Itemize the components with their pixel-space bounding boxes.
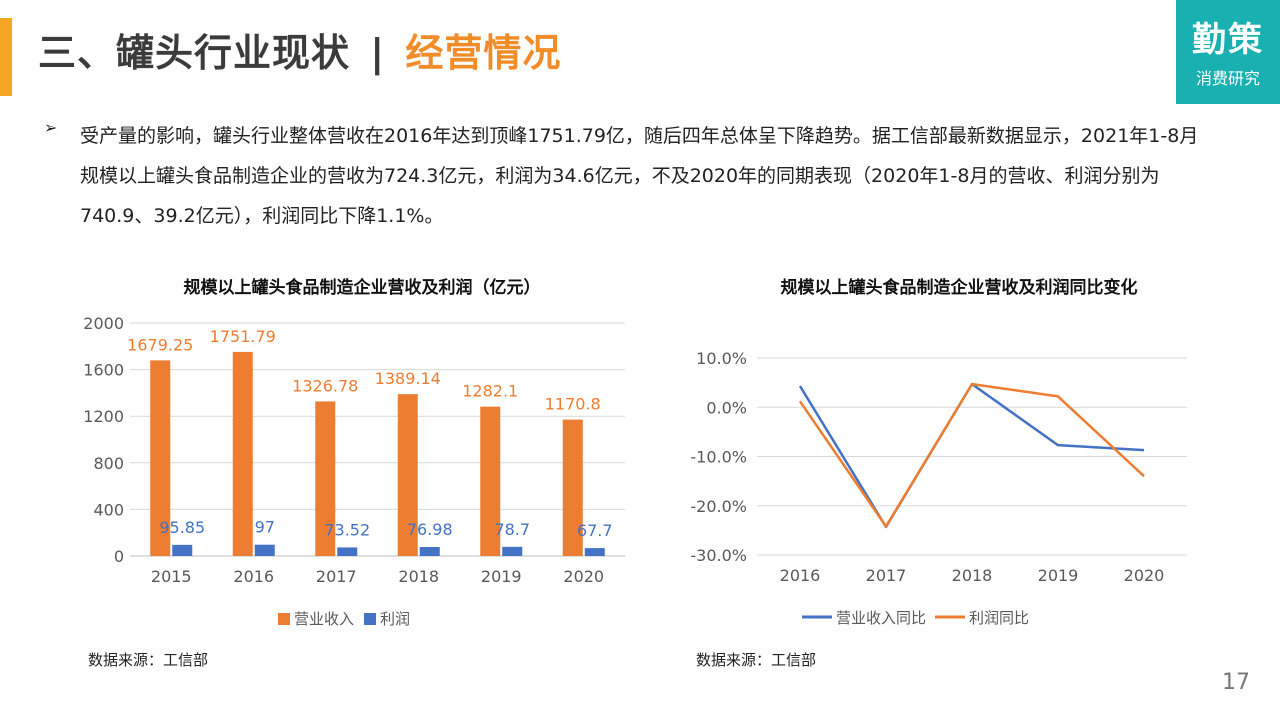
legend-swatch-revenue — [278, 613, 290, 625]
title-accent-bar — [0, 18, 12, 96]
bar-profit — [172, 544, 193, 556]
bar-profit — [584, 548, 605, 556]
line-chart-y-tick-label: -10.0% — [690, 448, 747, 467]
bar-chart-y-tick-label: 400 — [93, 500, 124, 519]
bar-revenue — [397, 394, 418, 556]
brand-logo: 勤策 消费研究 — [1176, 0, 1280, 104]
intro-paragraph: ➢ 受产量的影响，罐头行业整体营收在2016年达到顶峰1751.79亿，随后四年… — [44, 116, 1214, 236]
bar-chart-y-tick-label: 1600 — [83, 361, 124, 380]
legend-label-profit: 利润 — [380, 610, 410, 628]
page-title: 三、罐头行业现状 | 经营情况 — [38, 22, 561, 77]
legend-label-revenue: 营业收入 — [294, 610, 354, 628]
page-title-main: 三、罐头行业现状 — [38, 31, 351, 75]
line-chart-y-tick-label: -30.0% — [690, 546, 747, 565]
line-chart-x-tick-label: 2018 — [952, 566, 993, 585]
bar-profit — [419, 547, 440, 556]
legend-label-revenue-yoy: 营业收入同比 — [836, 609, 926, 627]
bar-chart-x-tick-label: 2018 — [398, 567, 439, 586]
bar-revenue — [232, 351, 253, 556]
bar-profit-data-label: 73.52 — [324, 520, 370, 539]
bar-revenue — [315, 401, 336, 556]
bar-revenue-data-label: 1170.8 — [545, 395, 601, 414]
line-chart-title: 规模以上罐头食品制造企业营收及利润同比变化 — [781, 277, 1138, 298]
bar-profit-data-label: 95.85 — [159, 518, 205, 537]
line-chart-y-tick-label: 0.0% — [706, 398, 747, 417]
line-chart-x-tick-label: 2020 — [1124, 566, 1165, 585]
bar-chart-y-tick-label: 2000 — [83, 314, 124, 333]
intro-text: 受产量的影响，罐头行业整体营收在2016年达到顶峰1751.79亿，随后四年总体… — [80, 125, 1199, 227]
bar-chart-x-tick-label: 2016 — [233, 567, 274, 586]
brand-logo-name: 勤策 — [1192, 20, 1264, 60]
line-chart-y-tick-label: -20.0% — [690, 497, 747, 516]
bar-profit-data-label: 67.7 — [577, 521, 613, 540]
bar-chart-x-tick-label: 2019 — [481, 567, 522, 586]
bar-revenue-data-label: 1282.1 — [462, 382, 518, 401]
page-title-separator: | — [370, 31, 386, 75]
bar-chart-x-tick-label: 2020 — [563, 567, 604, 586]
bar-revenue-data-label: 1679.25 — [127, 335, 193, 354]
brand-logo-tagline: 消费研究 — [1195, 69, 1260, 88]
source-note-right: 数据来源：工信部 — [696, 651, 817, 669]
bar-profit — [337, 547, 358, 556]
line-chart-y-tick-label: 10.0% — [696, 349, 747, 368]
bar-revenue-data-label: 1326.78 — [292, 376, 358, 395]
page-number: 17 — [1222, 670, 1250, 695]
legend-label-profit-yoy: 利润同比 — [969, 609, 1029, 627]
legend-swatch-profit — [364, 613, 376, 625]
bar-chart-y-tick-label: 1200 — [83, 407, 124, 426]
page-title-sub: 经营情况 — [405, 31, 562, 75]
bar-chart-x-tick-label: 2015 — [151, 567, 192, 586]
bar-revenue — [150, 360, 171, 556]
bar-profit — [254, 544, 275, 556]
bar-chart-x-tick-label: 2017 — [316, 567, 357, 586]
source-note-left: 数据来源：工信部 — [88, 651, 209, 669]
bar-profit-data-label: 78.7 — [494, 520, 530, 539]
bar-profit-data-label: 76.98 — [407, 520, 453, 539]
bar-chart-y-tick-label: 0 — [114, 547, 124, 566]
bar-revenue — [480, 406, 501, 556]
bar-profit — [502, 546, 523, 556]
bar-revenue-data-label: 1389.14 — [375, 369, 441, 388]
bar-chart-y-tick-label: 800 — [93, 454, 124, 473]
bar-chart-title: 规模以上罐头食品制造企业营收及利润（亿元） — [184, 277, 541, 298]
line-series-profit-yoy — [798, 382, 1145, 528]
bar-revenue — [562, 419, 583, 556]
line-chart-x-tick-label: 2017 — [866, 566, 907, 585]
line-chart-x-tick-label: 2019 — [1038, 566, 1079, 585]
line-chart-x-tick-label: 2016 — [780, 566, 821, 585]
bar-profit-data-label: 97 — [255, 518, 275, 537]
bar-revenue-data-label: 1751.79 — [210, 327, 276, 346]
bullet-arrow-icon: ➢ — [44, 118, 58, 137]
